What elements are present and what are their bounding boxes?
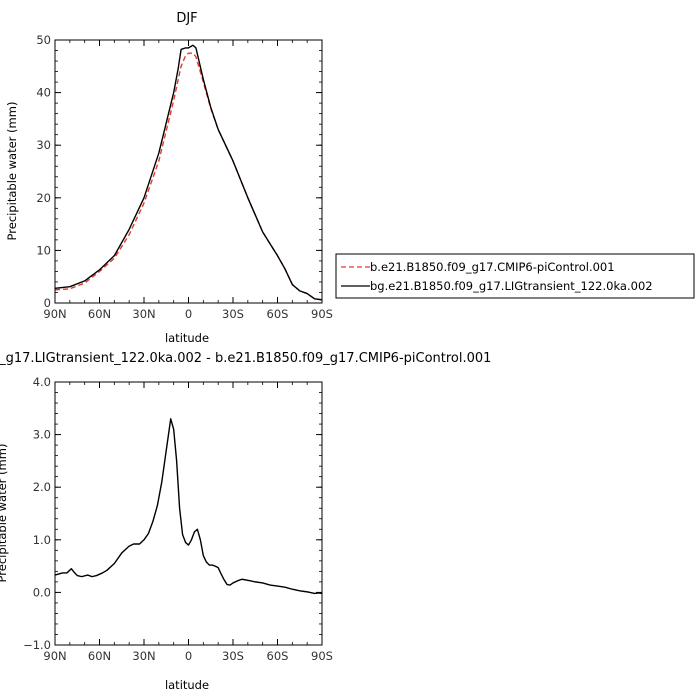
- bottom-x-tick-label: 90S: [311, 649, 333, 663]
- bottom-series-line-0: [54, 418, 323, 595]
- top-x-tick-label: 60N: [88, 307, 111, 321]
- top-x-tick-label: 0: [185, 307, 192, 321]
- top-y-tick-label: 50: [36, 33, 51, 47]
- top-x-tick-label: 30N: [132, 307, 155, 321]
- top-y-tick-label: 40: [36, 86, 51, 100]
- top-y-tick-label: 0: [44, 296, 51, 310]
- bottom-plot-frame: [54, 381, 323, 646]
- top-x-tick-label: 90N: [43, 307, 66, 321]
- bottom-y-tick-label: 0.0: [33, 585, 51, 599]
- bottom-x-axis-label: latitude: [165, 678, 209, 692]
- bottom-x-tick-label: 60N: [88, 649, 111, 663]
- top-panel: DJF Precipitable water (mm) latitude 90N…: [5, 11, 333, 345]
- bottom-x-tick-label: 30S: [222, 649, 244, 663]
- top-y-tick-label: 20: [36, 191, 51, 205]
- bottom-y-tick-label: 2.0: [33, 480, 51, 494]
- bottom-chart-title: bg.e21.B1850.f09_g17.LIGtransient_122.0k…: [0, 351, 491, 366]
- top-series-line-1: [54, 44, 323, 301]
- bottom-x-tick-label: 90N: [43, 649, 66, 663]
- legend-label-picontrol: b.e21.B1850.f09_g17.CMIP6-piControl.001: [370, 260, 615, 274]
- legend-label-ligtransient: bg.e21.B1850.f09_g17.LIGtransient_122.0k…: [370, 279, 653, 293]
- bottom-y-tick-label: 3.0: [33, 428, 51, 442]
- top-y-tick-label: 10: [36, 243, 51, 257]
- bottom-series-lines: [54, 418, 323, 595]
- bottom-y-tick-label: 1.0: [33, 533, 51, 547]
- bottom-panel: bg.e21.B1850.f09_g17.LIGtransient_122.0k…: [0, 351, 491, 692]
- top-axis-ticks: 90N 60N 30N 0 30S 60S 90S 0 10 20 30 40 50: [36, 33, 333, 321]
- top-y-tick-label: 30: [36, 138, 51, 152]
- top-chart-title: DJF: [176, 11, 197, 26]
- bottom-axis-ticks: 90N 60N 30N 0 30S 60S 90S −1.0 0.0 1.0 2.0 3.0 4.0: [23, 375, 333, 663]
- top-y-axis-label: Precipitable water (mm): [5, 102, 19, 241]
- bottom-y-tick-label: −1.0: [23, 638, 51, 652]
- bottom-x-tick-label: 60S: [267, 649, 289, 663]
- bottom-x-tick-label: 0: [185, 649, 192, 663]
- top-series-lines: [54, 44, 323, 301]
- top-series-line-0: [54, 52, 323, 301]
- bottom-y-tick-label: 4.0: [33, 375, 51, 389]
- bottom-x-tick-label: 30N: [132, 649, 155, 663]
- bottom-y-axis-label: Precipitable water (mm): [0, 444, 9, 583]
- top-x-tick-label: 60S: [267, 307, 289, 321]
- legend: b.e21.B1850.f09_g17.CMIP6-piControl.001 …: [335, 253, 695, 299]
- legend-box: [335, 253, 695, 299]
- top-x-tick-label: 30S: [222, 307, 244, 321]
- top-x-tick-label: 90S: [311, 307, 333, 321]
- top-x-axis-label: latitude: [165, 331, 209, 345]
- top-plot-frame: [54, 39, 323, 304]
